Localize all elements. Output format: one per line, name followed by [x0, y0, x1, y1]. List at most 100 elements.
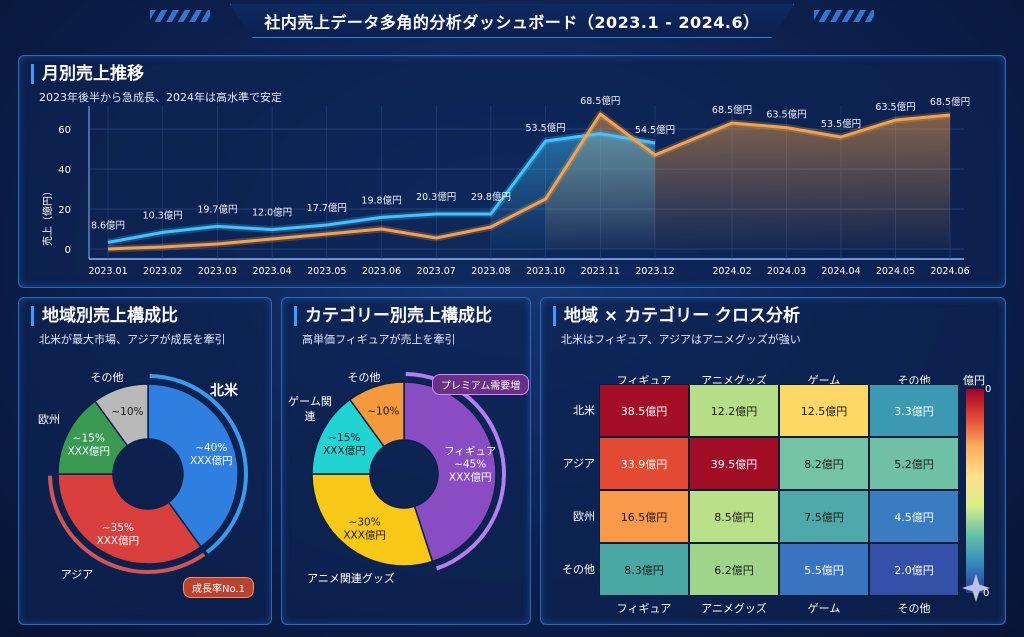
series-line-orange — [107, 112, 951, 251]
x-tick-label: 2024.03 — [767, 266, 806, 277]
panel-subtitle: 2023年後半から急成長、2024年は高水準で安定 — [39, 91, 282, 104]
y-tick-label: 40 — [58, 165, 71, 176]
colorbar-bottom-label: 0 — [983, 588, 990, 599]
slice-label: ~15% — [328, 432, 360, 444]
column-header: アニメグッズ — [701, 374, 767, 387]
x-tick-label: 2023.05 — [307, 266, 346, 277]
x-tick-label: 2024.04 — [821, 266, 860, 277]
x-tick-label: 2023.06 — [362, 266, 401, 277]
column-footer: フィギュア — [616, 602, 672, 615]
data-label: 17.7億円 — [307, 202, 347, 214]
donut-slice[interactable] — [403, 381, 497, 563]
slice-label: ~15% — [73, 432, 105, 444]
x-tick-label: 2023.11 — [581, 266, 620, 277]
slice-name: その他 — [91, 371, 124, 384]
heatmap: フィギュア フィギュア アニメグッズ アニメグッズ ゲーム ゲーム その他 その他 北米 38.5… — [541, 298, 1007, 626]
region-panel: 地域別売上構成比 北米が最大市場、アジアが成長を牽引 ~40% XXX億円 ~35%… — [18, 297, 272, 625]
panel-title: 地域別売上構成比 — [31, 306, 178, 326]
x-tick-label: 2023.10 — [526, 266, 565, 277]
slice-label: ~10% — [111, 406, 143, 418]
heatmap-cell[interactable]: 6.2億円 — [689, 543, 779, 596]
title-decoration — [814, 10, 874, 22]
row-header: その他 — [562, 563, 595, 576]
x-tick-label: 2023.12 — [635, 266, 674, 277]
category-donut-chart: フィギュア~45%XXX億円~30%XXX億円~15%XXX億円~10%アニメ関… — [307, 371, 507, 585]
slice-name: 北米 — [210, 382, 239, 399]
data-label: 12.0億円 — [252, 207, 292, 219]
y-axis-label: 売上（億円） — [41, 186, 54, 246]
donut-slice[interactable] — [311, 473, 434, 567]
heatmap-cell[interactable]: 7.5億円 — [779, 490, 869, 543]
data-label: 68.5億円 — [930, 96, 970, 108]
heatmap-cell[interactable]: 5.5億円 — [779, 543, 869, 596]
x-tick-label: 2023.01 — [88, 266, 127, 277]
heatmap-cell[interactable]: 5.2億円 — [869, 437, 959, 490]
slice-label: ~10% — [367, 405, 399, 417]
heatmap-cell[interactable]: 33.9億円 — [599, 437, 689, 490]
x-tick-label: 2024.02 — [712, 266, 751, 277]
column-footer: アニメグッズ — [701, 602, 767, 615]
premium-badge: プレミアム需要増 — [432, 374, 530, 395]
heatmap-cell[interactable]: 12.2億円 — [689, 384, 779, 437]
heatmap-cell[interactable]: 2.0億円 — [869, 543, 959, 596]
x-tick-label: 2024.05 — [876, 266, 915, 277]
donut-slice[interactable] — [94, 383, 149, 447]
donut-slice[interactable] — [57, 473, 202, 565]
donut-slice[interactable] — [147, 383, 239, 548]
slice-label: XXX億円 — [449, 471, 492, 484]
column-header: その他 — [897, 374, 931, 387]
x-tick-label: 2023.08 — [471, 266, 510, 277]
slice-name: アニメ関連グッズ — [307, 571, 395, 585]
heatmap-cell[interactable]: 8.2億円 — [779, 437, 869, 490]
heatmap-cell[interactable]: 8.5億円 — [689, 490, 779, 543]
panel-subtitle: 北米が最大市場、アジアが成長を牽引 — [39, 333, 226, 346]
title-decoration — [150, 10, 210, 22]
slice-label: XXX億円 — [343, 529, 386, 542]
row-header: アジア — [562, 457, 595, 470]
title-bar: 社内売上データ多角的分析ダッシュボード（2023.1 - 2024.6） — [230, 4, 794, 38]
colorbar-top-label: 0 — [985, 384, 992, 395]
slice-name: アジア — [61, 568, 94, 581]
colorbar — [966, 389, 984, 593]
heatmap-cell[interactable]: 12.5億円 — [779, 384, 869, 437]
y-tick-label: 0 — [65, 245, 71, 256]
slice-label: XXX億円 — [190, 454, 233, 467]
x-tick-label: 2023.02 — [143, 266, 182, 277]
data-label: 63.5億円 — [766, 109, 806, 121]
slice-label: ~30% — [349, 517, 381, 529]
line-chart: 0 20 40 60 2023.01 2023.02 2023.03 2023.04 2023.… — [41, 95, 970, 277]
y-tick-label: 60 — [58, 125, 71, 136]
column-header: ゲーム — [807, 374, 841, 387]
category-panel: カテゴリー別売上構成比 高単価フィギュアが売上を牽引 フィギュア ~45% XXX億… — [281, 297, 531, 625]
monthly-sales-panel: 月別売上推移 2023年後半から急成長、2024年は高水準で安定 0 20 40 60… — [18, 55, 1006, 288]
growth-badge: 成長率No.1 — [183, 577, 254, 598]
slice-label: フィギュア — [444, 446, 496, 458]
heatmap-cell[interactable]: 39.5億円 — [689, 437, 779, 490]
slice-label: XXX億円 — [323, 444, 366, 457]
data-label: 54.5億円 — [635, 124, 675, 136]
x-tick-label: 2023.04 — [252, 266, 291, 277]
heatmap-cell[interactable]: 38.5億円 — [599, 384, 689, 437]
slice-name: その他 — [348, 371, 381, 384]
slice-label: XXX億円 — [97, 534, 140, 547]
slice-label: ~40% — [195, 442, 227, 454]
y-tick-label: 20 — [58, 205, 71, 216]
heatmap-cell[interactable]: 16.5億円 — [599, 490, 689, 543]
data-label: 8.6億円 — [91, 219, 125, 231]
data-label: 19.8億円 — [361, 194, 401, 206]
data-label: 68.5億円 — [712, 104, 752, 116]
highlight-arc — [48, 475, 206, 574]
panel-title: 地域 × カテゴリー クロス分析 — [553, 306, 800, 326]
donut-slice[interactable] — [348, 381, 405, 448]
x-tick-label: 2023.03 — [198, 266, 237, 277]
data-label: 63.5億円 — [875, 101, 915, 113]
heatmap-cell[interactable]: 8.3億円 — [599, 543, 689, 596]
row-header: 北米 — [573, 404, 595, 417]
x-tick-label: 2024.06 — [930, 266, 969, 277]
data-label: 10.3億円 — [143, 209, 183, 221]
data-label: 29.8億円 — [471, 191, 511, 203]
heatmap-cell[interactable]: 4.5億円 — [869, 490, 959, 543]
series-line-blue — [107, 132, 656, 244]
heatmap-cell[interactable]: 3.3億円 — [869, 384, 959, 437]
data-label: 20.3億円 — [416, 191, 456, 203]
